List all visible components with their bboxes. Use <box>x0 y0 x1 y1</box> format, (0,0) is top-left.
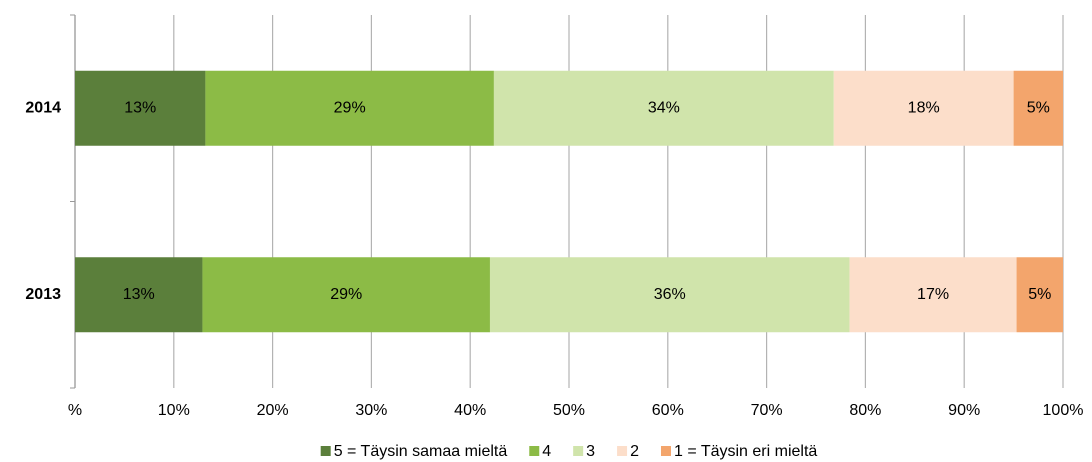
bar-segment <box>202 257 490 333</box>
legend: 5 = Täysin samaa mieltä 4 3 2 1 = Täysin eri… <box>320 443 817 460</box>
x-tick-label: 50% <box>553 402 585 419</box>
x-tick-label: 20% <box>257 402 289 419</box>
data-label: 34% <box>648 99 680 116</box>
data-label: 13% <box>124 99 156 116</box>
x-tick-label: 10% <box>158 402 190 419</box>
legend-swatch <box>660 446 671 456</box>
bar-segment <box>849 257 1017 333</box>
legend-swatch <box>529 446 540 456</box>
legend-label: 4 <box>542 443 551 460</box>
data-label: 5% <box>1027 99 1050 116</box>
x-tick-label: 100% <box>1043 402 1084 419</box>
x-tick-label: 60% <box>652 402 684 419</box>
bar-segment <box>205 70 494 146</box>
y-tick-label: 2013 <box>25 286 61 303</box>
legend-swatch <box>320 446 331 456</box>
data-label: 36% <box>654 286 686 303</box>
data-label: 29% <box>334 99 366 116</box>
bar-segment <box>1016 257 1063 333</box>
data-label: 13% <box>123 286 155 303</box>
data-label: 5% <box>1028 286 1051 303</box>
legend-label: 3 <box>586 443 595 460</box>
x-tick-label: 90% <box>948 402 980 419</box>
legend-label: 2 <box>630 443 639 460</box>
bar-segment <box>493 70 834 146</box>
data-label: 29% <box>330 286 362 303</box>
x-tick-label: % <box>68 402 82 419</box>
legend-swatch <box>617 446 628 456</box>
data-label: 17% <box>917 286 949 303</box>
x-tick-label: 80% <box>849 402 881 419</box>
legend-label: 1 = Täysin eri mieltä <box>674 443 817 460</box>
data-label: 18% <box>908 99 940 116</box>
y-tick-label: 2014 <box>25 99 61 116</box>
bar-segment <box>489 257 850 333</box>
bar-segment <box>75 70 206 146</box>
legend-label: 5 = Täysin samaa mieltä <box>334 443 508 460</box>
x-tick-label: 70% <box>751 402 783 419</box>
bar-segment <box>75 257 203 333</box>
legend-swatch <box>573 446 584 456</box>
bar-segment <box>1013 70 1063 146</box>
x-tick-label: 30% <box>355 402 387 419</box>
bar-segment <box>833 70 1014 146</box>
x-tick-label: 40% <box>454 402 486 419</box>
